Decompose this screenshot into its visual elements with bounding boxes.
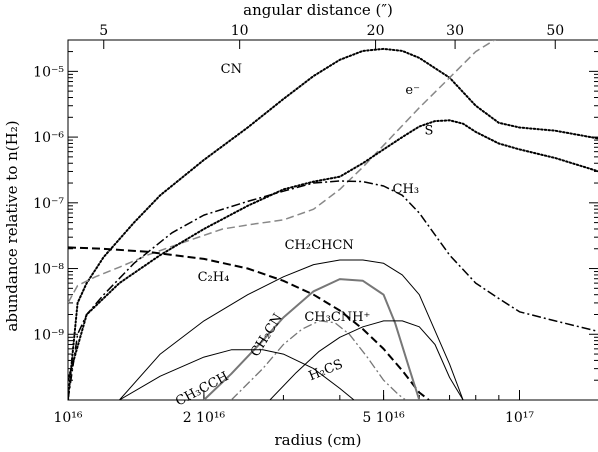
x-tick-label: 2 10¹⁶	[183, 410, 226, 426]
top-tick-label: 30	[446, 23, 464, 39]
top-tick-label: 50	[546, 23, 564, 39]
top-tick-label: 10	[231, 23, 249, 39]
series-line	[68, 119, 598, 382]
y-tick-label: 10⁻⁷	[33, 196, 64, 212]
series-label: CH₃CNH⁺	[304, 310, 370, 325]
x-tick-label: 10¹⁷	[505, 410, 534, 426]
y-tick-label: 10⁻⁶	[33, 130, 64, 146]
series-label: H₂CS	[307, 357, 345, 384]
series-line	[203, 278, 421, 400]
x-axis-title-bottom: radius (cm)	[275, 431, 362, 449]
series-label: CH₂CHCN	[285, 238, 354, 253]
series-line	[68, 180, 598, 400]
series-label: e⁻	[405, 83, 420, 98]
series-line	[269, 320, 464, 400]
series-label: C₂H₄	[198, 270, 230, 285]
y-axis-title: abundance relative to n(H₂)	[3, 120, 21, 331]
series-line	[119, 259, 464, 400]
series-lines	[68, 40, 598, 400]
plot-frame	[67, 39, 598, 401]
series-label: S	[424, 123, 433, 138]
top-tick-label: 20	[367, 23, 385, 39]
y-tick-label: 10⁻⁸	[33, 262, 64, 278]
series-label: CH₃CCH	[173, 369, 231, 409]
series-label: CN	[221, 62, 242, 77]
x-tick-label: 5 10¹⁶	[362, 410, 405, 426]
series-label: CH₂CN	[248, 311, 286, 360]
y-tick-label: 10⁻⁹	[33, 327, 64, 343]
x-axis-title-top: angular distance (″)	[243, 1, 393, 19]
series-labels: CN e⁻ S CH₃ C₂H₄ CH₂CHCN CH₂CN CH₃CNH⁺ H₂CS CH₃CC…	[173, 62, 433, 410]
top-tick-label: 5	[99, 23, 108, 39]
series-line	[68, 47, 598, 400]
tick-labels: 10¹⁶ 2 10¹⁶ 5 10¹⁶ 10¹⁷ 5 10 20 30 50 10⁻⁹ 10⁻⁸ 10⁻…	[33, 23, 564, 426]
x-tick-label: 10¹⁶	[53, 410, 82, 426]
series-line	[119, 349, 355, 400]
y-tick-label: 10⁻⁵	[33, 64, 64, 80]
series-line	[68, 246, 430, 400]
series-line	[230, 320, 407, 400]
series-label: CH₃	[393, 182, 420, 197]
tick-marks	[67, 40, 598, 401]
series-line	[68, 40, 496, 304]
